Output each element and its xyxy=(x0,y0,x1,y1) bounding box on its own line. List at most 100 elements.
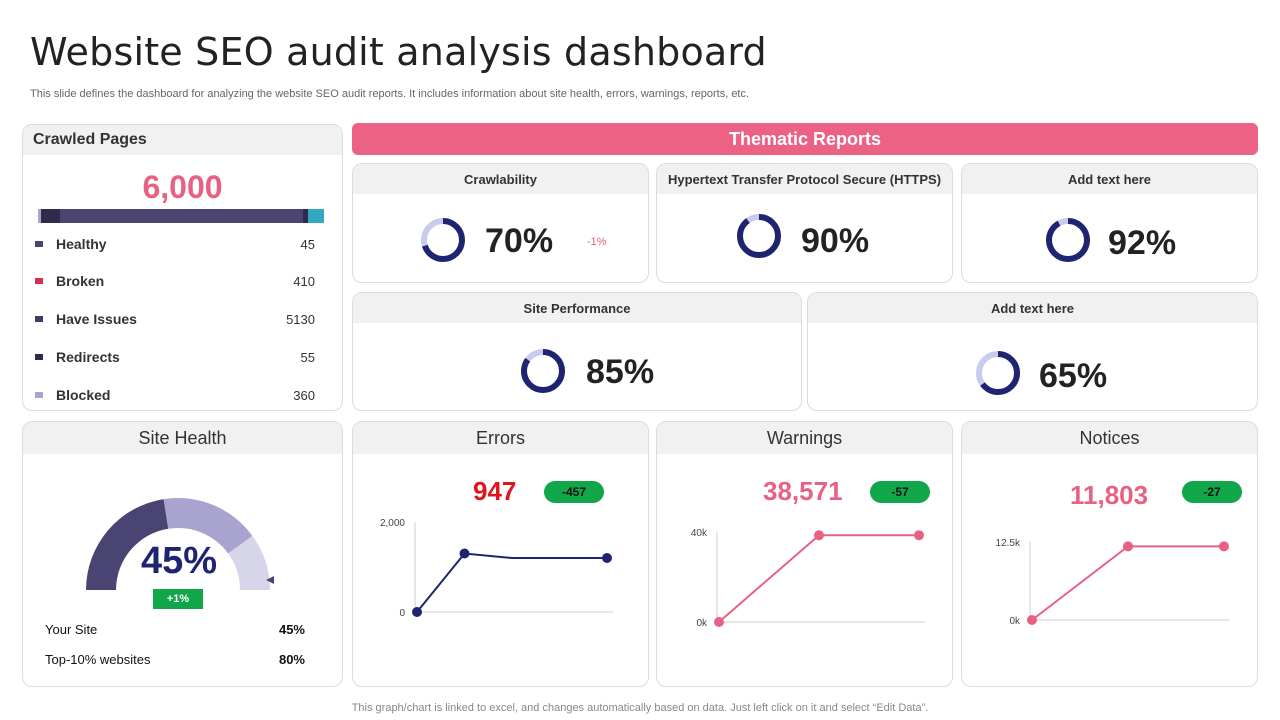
errors-line-chart: 2,000 0 xyxy=(380,518,613,619)
data-point xyxy=(1123,541,1133,552)
notices-delta-badge: -27 xyxy=(1182,481,1242,503)
bar-segment-blocked xyxy=(38,209,41,223)
data-point xyxy=(1027,615,1037,625)
metric-title: Crawlability xyxy=(353,164,648,194)
legend-value: 410 xyxy=(293,273,315,289)
donut-value-arc xyxy=(976,351,1020,395)
bar-segment-broken xyxy=(303,209,308,223)
legend-label: Have Issues xyxy=(56,311,137,327)
metric-title: Site Performance xyxy=(353,293,801,323)
health-row-top-10: Top-10% websites 80% xyxy=(45,652,305,667)
donut-chart xyxy=(1046,218,1090,262)
metric-value: 65% xyxy=(1039,357,1108,395)
health-row-your-site: Your Site 45% xyxy=(45,622,305,637)
legend-healthy: Healthy 45 xyxy=(35,236,315,252)
data-point xyxy=(412,607,422,617)
crawled-stacked-bar xyxy=(38,209,324,223)
legend-swatch xyxy=(35,354,43,360)
y-tick-label: 0 xyxy=(399,608,405,619)
metric-title: Add text here xyxy=(962,164,1257,194)
site-health-gauge xyxy=(86,498,274,590)
data-point xyxy=(1219,541,1229,552)
page-subtitle: This slide defines the dashboard for ana… xyxy=(30,88,750,100)
warnings-value: 38,571 xyxy=(763,476,843,506)
warnings-line-chart: 40k 0k xyxy=(691,528,925,629)
gauge-pointer-icon xyxy=(266,576,274,584)
warnings-delta-badge: -57 xyxy=(870,481,930,503)
bar-segment-have-issues xyxy=(60,209,303,223)
metric-card-add-text-1: Add text here 92% xyxy=(961,163,1258,283)
legend-label: Blocked xyxy=(56,387,111,403)
warnings-card: Warnings 38,571 -57 40k 0k xyxy=(656,421,953,687)
page-title: Website SEO audit analysis dashboard xyxy=(30,30,767,74)
thematic-reports-banner: Thematic Reports xyxy=(352,123,1258,155)
metric-value: 90% xyxy=(801,222,870,260)
footer-note: This graph/chart is linked to excel, and… xyxy=(351,702,929,714)
errors-value: 947 xyxy=(473,476,517,506)
legend-value: 55 xyxy=(300,349,315,365)
legend-label: Redirects xyxy=(56,349,120,365)
errors-title: Errors xyxy=(353,422,648,454)
y-tick-label: 0k xyxy=(696,618,708,629)
donut-value-arc xyxy=(421,218,465,262)
notices-line-chart: 12.5k 0k xyxy=(996,538,1230,627)
legend-label: Healthy xyxy=(56,236,107,252)
data-point xyxy=(459,548,470,559)
errors-card: Errors 947 -457 2,000 0 xyxy=(352,421,649,687)
metric-card-site-performance: Site Performance 85% xyxy=(352,292,802,411)
errors-delta-badge: -457 xyxy=(544,481,604,503)
metric-card-https: Hypertext Transfer Protocol Secure (HTTP… xyxy=(656,163,953,283)
notices-card: Notices 11,803 -27 12.5k 0k xyxy=(961,421,1258,687)
series-line xyxy=(718,534,919,623)
crawled-pages-card: Crawled Pages 6,000 Healthy 45 Broken 41… xyxy=(22,124,343,411)
warnings-title: Warnings xyxy=(657,422,952,454)
health-row-value: 80% xyxy=(278,652,305,667)
legend-value: 5130 xyxy=(286,311,315,327)
data-point xyxy=(714,617,724,627)
metric-card-add-text-2: Add text here 65% xyxy=(807,292,1258,411)
series-line xyxy=(1031,545,1224,621)
site-health-title: Site Health xyxy=(23,422,342,454)
y-tick-label: 2,000 xyxy=(380,518,405,529)
site-health-value: 45% xyxy=(141,540,218,582)
gauge-top-sites-arc xyxy=(163,498,253,554)
metric-value: 92% xyxy=(1108,224,1177,262)
donut-chart xyxy=(737,214,781,258)
bar-segment-healthy xyxy=(308,209,324,223)
y-tick-label: 40k xyxy=(691,528,708,539)
data-point xyxy=(814,530,824,541)
metric-title: Hypertext Transfer Protocol Secure (HTTP… xyxy=(657,164,952,194)
data-point xyxy=(602,553,612,563)
health-row-value: 45% xyxy=(278,622,305,637)
legend-have-issues: Have Issues 5130 xyxy=(35,311,315,327)
metric-title: Add text here xyxy=(808,293,1257,323)
site-health-delta: +1% xyxy=(153,589,203,609)
legend-value: 360 xyxy=(293,387,315,403)
legend-swatch xyxy=(35,278,43,284)
donut-value-arc xyxy=(1046,218,1090,262)
gauge-remaining-arc xyxy=(228,535,270,590)
data-point xyxy=(914,530,924,541)
legend-redirects: Redirects 55 xyxy=(35,349,315,365)
health-row-label: Top-10% websites xyxy=(45,652,151,667)
metric-card-crawlability: Crawlability 70% -1% xyxy=(352,163,649,283)
legend-label: Broken xyxy=(56,273,105,289)
legend-broken: Broken 410 xyxy=(35,273,315,289)
crawled-total: 6,000 xyxy=(142,169,223,205)
donut-chart xyxy=(976,351,1020,395)
bar-segment-redirects xyxy=(41,209,60,223)
donut-value-arc xyxy=(737,214,781,258)
y-tick-label: 12.5k xyxy=(996,538,1021,549)
metric-value: 70% xyxy=(485,222,554,260)
site-health-card: Site Health 45% +1% Your Site 45% Top-10… xyxy=(22,421,343,687)
legend-swatch xyxy=(35,316,43,322)
gauge-your-site-arc xyxy=(86,499,169,590)
legend-blocked: Blocked 360 xyxy=(35,387,315,403)
crawled-pages-title: Crawled Pages xyxy=(23,125,342,155)
legend-swatch xyxy=(35,241,43,247)
donut-chart xyxy=(421,218,465,262)
metric-delta: -1% xyxy=(587,236,607,248)
notices-title: Notices xyxy=(962,422,1257,454)
legend-swatch xyxy=(35,392,43,398)
donut-chart xyxy=(521,349,565,393)
